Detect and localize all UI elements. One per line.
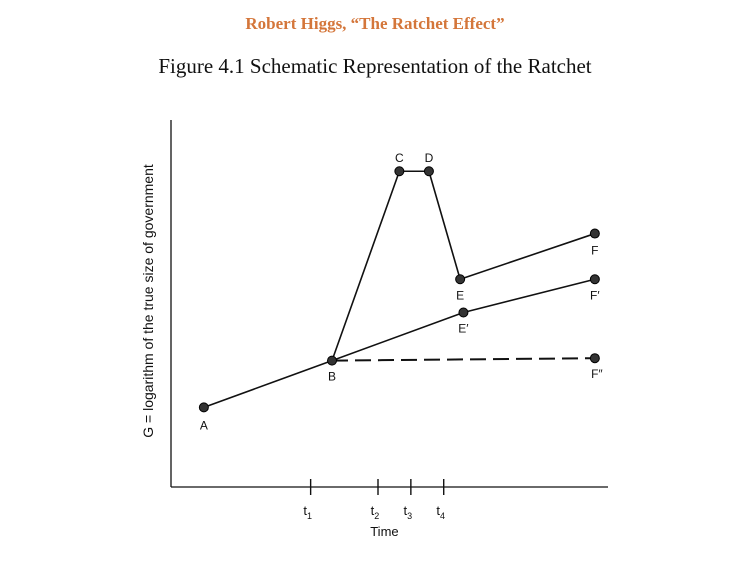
point-e <box>455 274 466 285</box>
point-label-b: B <box>328 370 336 384</box>
x-tick-label-t3: t3 <box>404 503 413 521</box>
point-label-e1: E′ <box>458 322 469 336</box>
point-label-d: D <box>425 151 434 165</box>
series-line-1 <box>203 359 333 409</box>
ticks-layer: t1 t2 t3 t4 <box>303 479 445 521</box>
point-label-c: C <box>395 151 404 165</box>
point-label-e: E <box>456 288 464 302</box>
points-layer: A B C D E F E′ F′ F″ <box>198 151 603 432</box>
source-header: Robert Higgs, “The Ratchet Effect” <box>245 14 505 33</box>
point-a <box>198 402 209 413</box>
series-line-4 <box>331 357 595 362</box>
point-e1 <box>458 307 469 318</box>
point-c <box>394 166 405 177</box>
x-tick-label-t2: t2 <box>371 503 380 521</box>
point-f <box>589 228 600 239</box>
series-layer <box>203 170 596 409</box>
point-f2 <box>589 353 600 364</box>
point-b <box>327 355 337 366</box>
y-axis-label: G = logarithm of the true size of govern… <box>140 164 156 438</box>
x-tick-label-t4: t4 <box>436 503 445 521</box>
x-axis-label: Time <box>370 524 398 539</box>
point-label-f: F <box>591 244 598 258</box>
point-label-a: A <box>200 418 208 432</box>
point-d <box>423 166 434 177</box>
point-label-f2: F″ <box>591 367 603 381</box>
figure-title: Figure 4.1 Schematic Representation of t… <box>158 54 592 78</box>
point-label-f1: F′ <box>590 288 600 302</box>
x-tick-label-t1: t1 <box>303 503 312 521</box>
axes <box>170 120 608 488</box>
point-f1 <box>589 274 600 285</box>
